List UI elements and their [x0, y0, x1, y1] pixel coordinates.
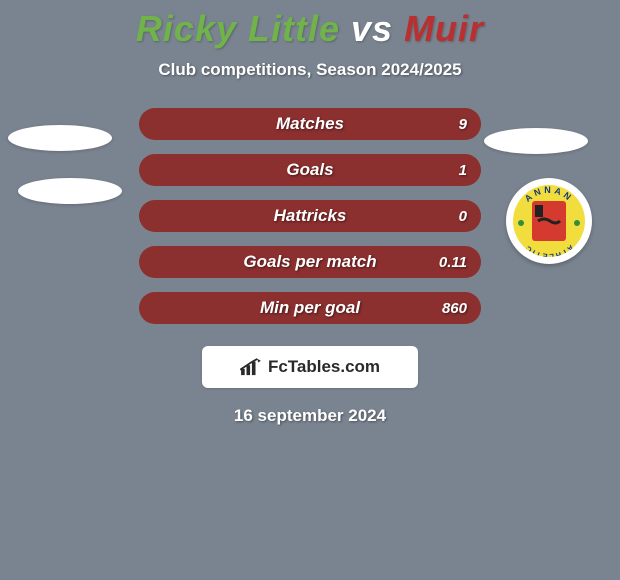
stat-row-label: Goals per match	[139, 252, 481, 272]
brand-box[interactable]: FcTables.com	[202, 346, 418, 388]
player-ellipse	[484, 128, 588, 154]
club-crest: ANNAN ATHLETIC	[506, 178, 592, 264]
stat-row-value: 860	[442, 300, 467, 317]
brand-text: FcTables.com	[268, 357, 380, 377]
player-ellipse	[18, 178, 122, 204]
stat-row-value: 0.11	[439, 254, 467, 271]
stat-row: Goals per match0.11	[139, 246, 481, 278]
title-vs: vs	[351, 8, 393, 49]
stat-row-label: Min per goal	[139, 298, 481, 318]
stat-row: Goals1	[139, 154, 481, 186]
date-caption: 16 september 2024	[234, 406, 386, 426]
player-ellipse	[8, 125, 112, 151]
stat-row-value: 9	[459, 116, 467, 133]
title-player1: Ricky Little	[136, 8, 340, 49]
stat-row-label: Goals	[139, 160, 481, 180]
stat-row-label: Hattricks	[139, 206, 481, 226]
page-title: Ricky Little vs Muir	[136, 8, 484, 50]
stat-row-label: Matches	[139, 114, 481, 134]
crest-shield-icon	[532, 201, 566, 241]
stat-row: Hattricks0	[139, 200, 481, 232]
bars-icon	[240, 358, 262, 376]
title-player2: Muir	[404, 8, 484, 49]
stat-row-value: 1	[459, 162, 467, 179]
stat-row-value: 0	[459, 208, 467, 225]
subtitle: Club competitions, Season 2024/2025	[158, 60, 461, 80]
svg-text:ATHLETIC: ATHLETIC	[523, 243, 576, 257]
stat-row: Min per goal860	[139, 292, 481, 324]
stat-row: Matches9	[139, 108, 481, 140]
